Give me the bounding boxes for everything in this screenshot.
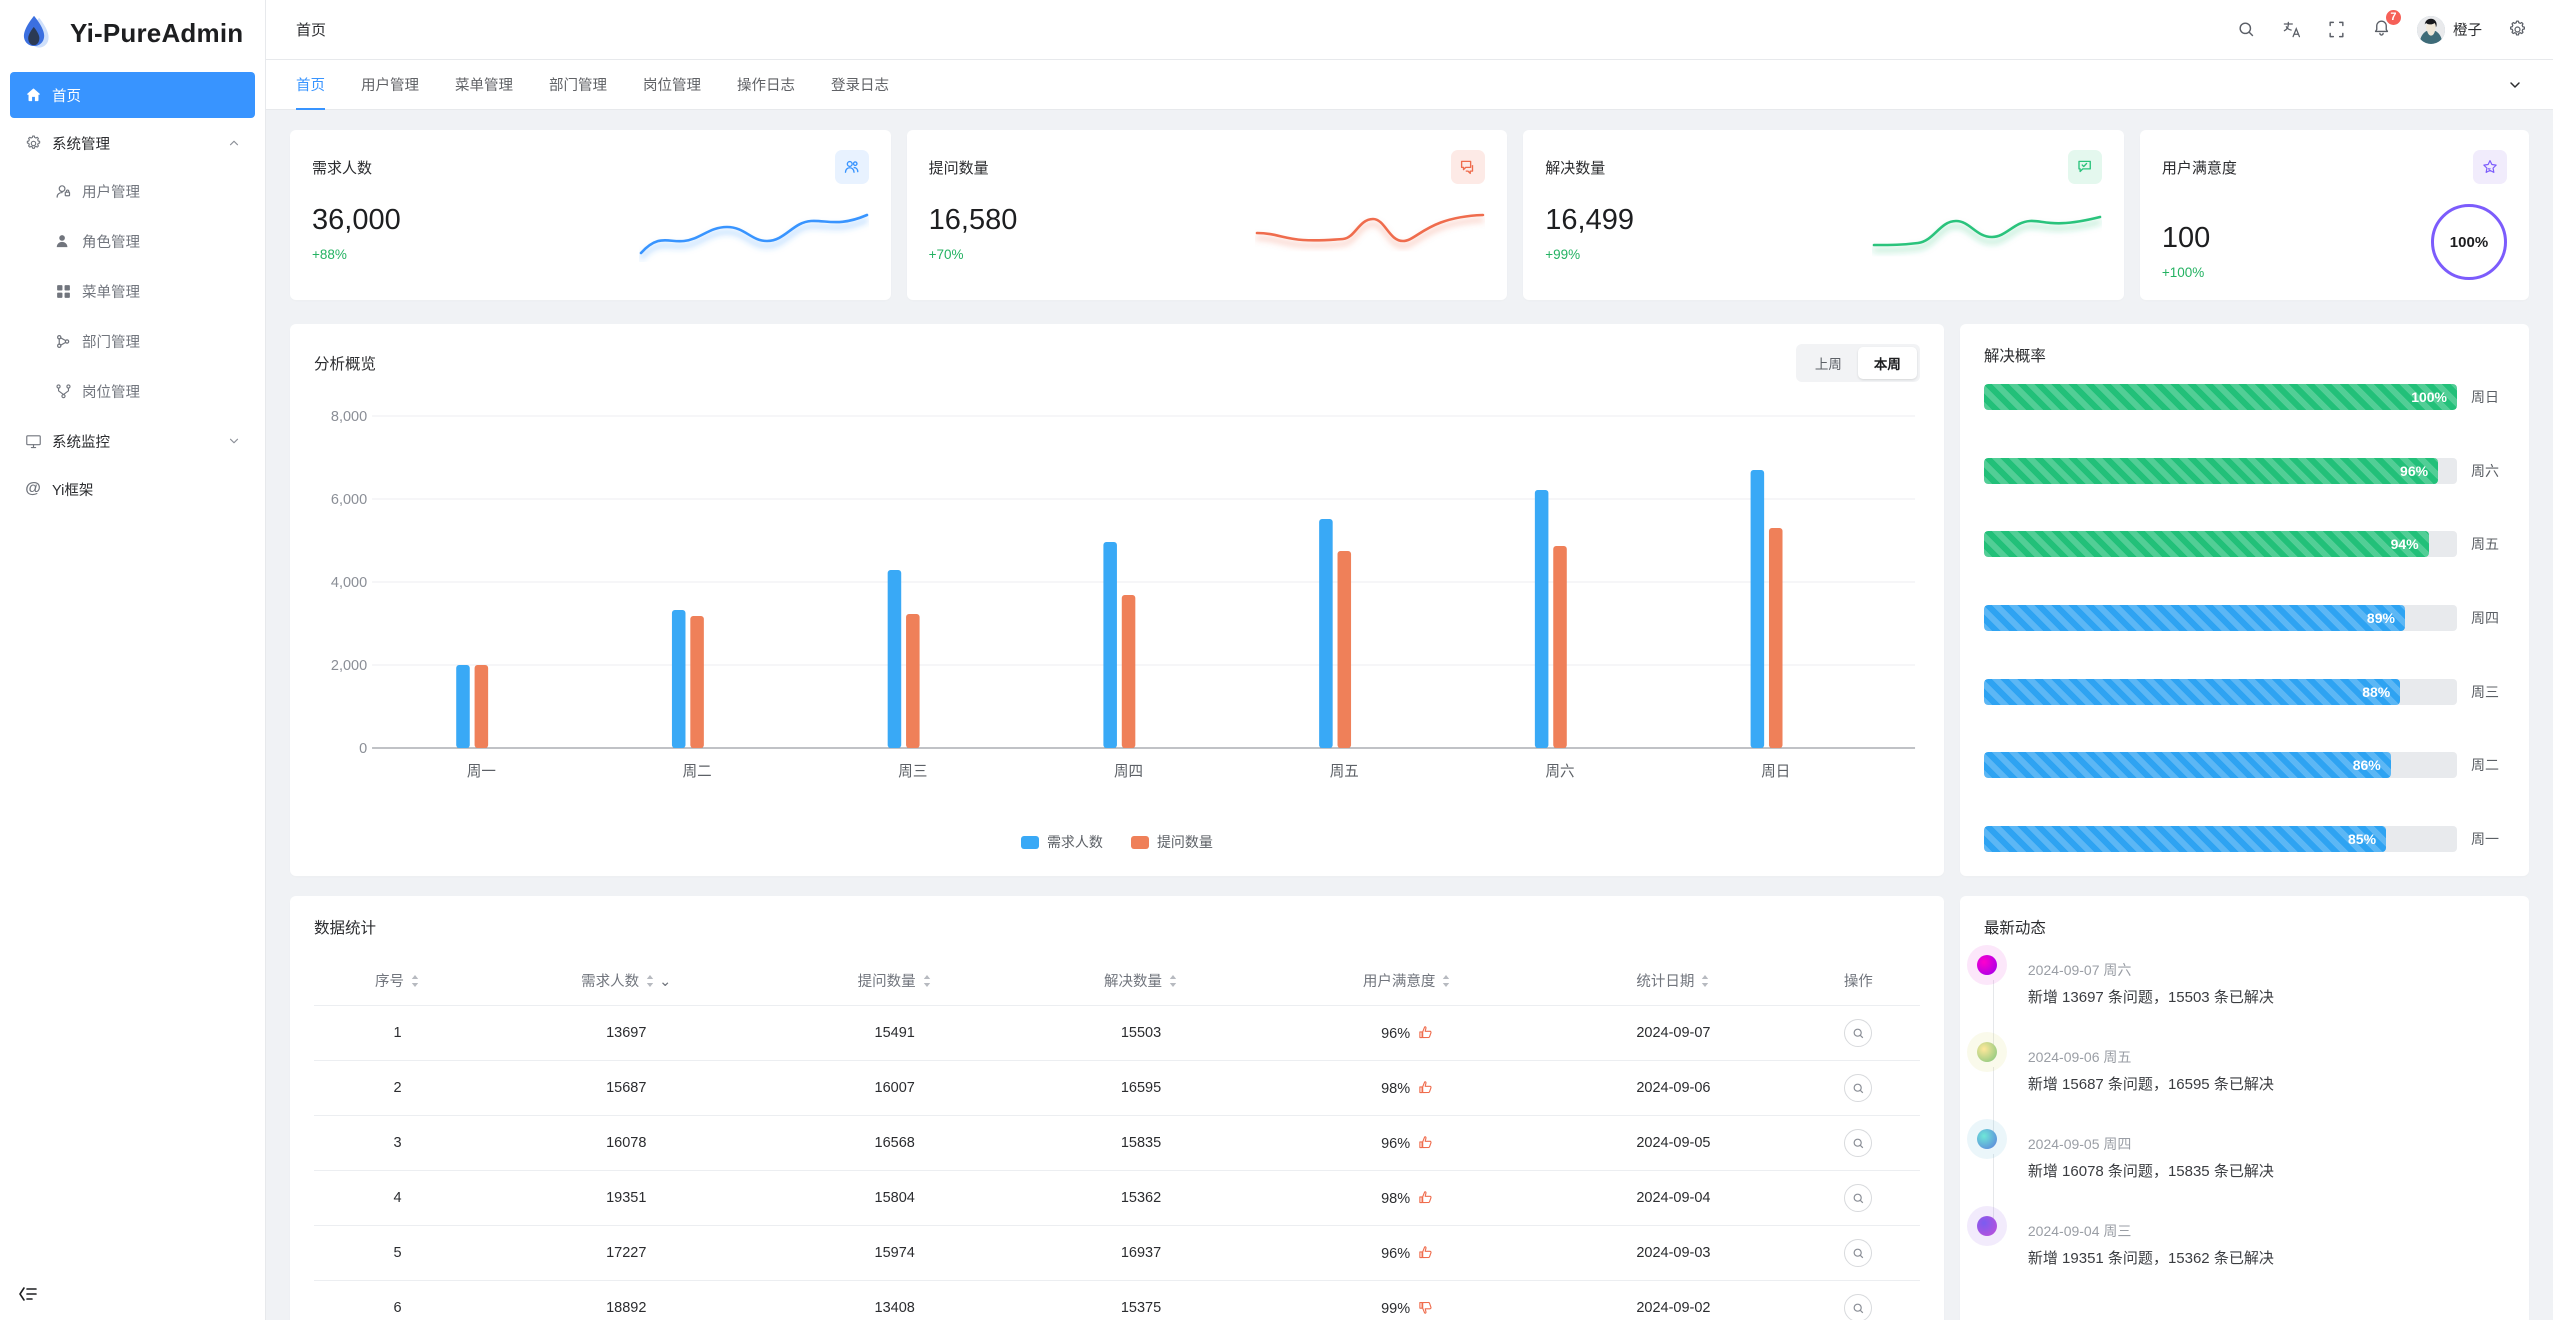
svg-text:4,000: 4,000 [331,575,367,591]
svg-text:0: 0 [359,741,367,757]
svg-text:8,000: 8,000 [331,409,367,425]
svg-text:周日: 周日 [1761,763,1790,780]
svg-text:周三: 周三 [898,763,927,780]
svg-text:周四: 周四 [1114,763,1143,780]
svg-text:周六: 周六 [1546,763,1575,780]
svg-text:周一: 周一 [467,763,496,780]
svg-text:6,000: 6,000 [331,492,367,508]
svg-text:2,000: 2,000 [331,658,367,674]
svg-text:周五: 周五 [1330,763,1359,780]
svg-text:周二: 周二 [683,763,712,780]
